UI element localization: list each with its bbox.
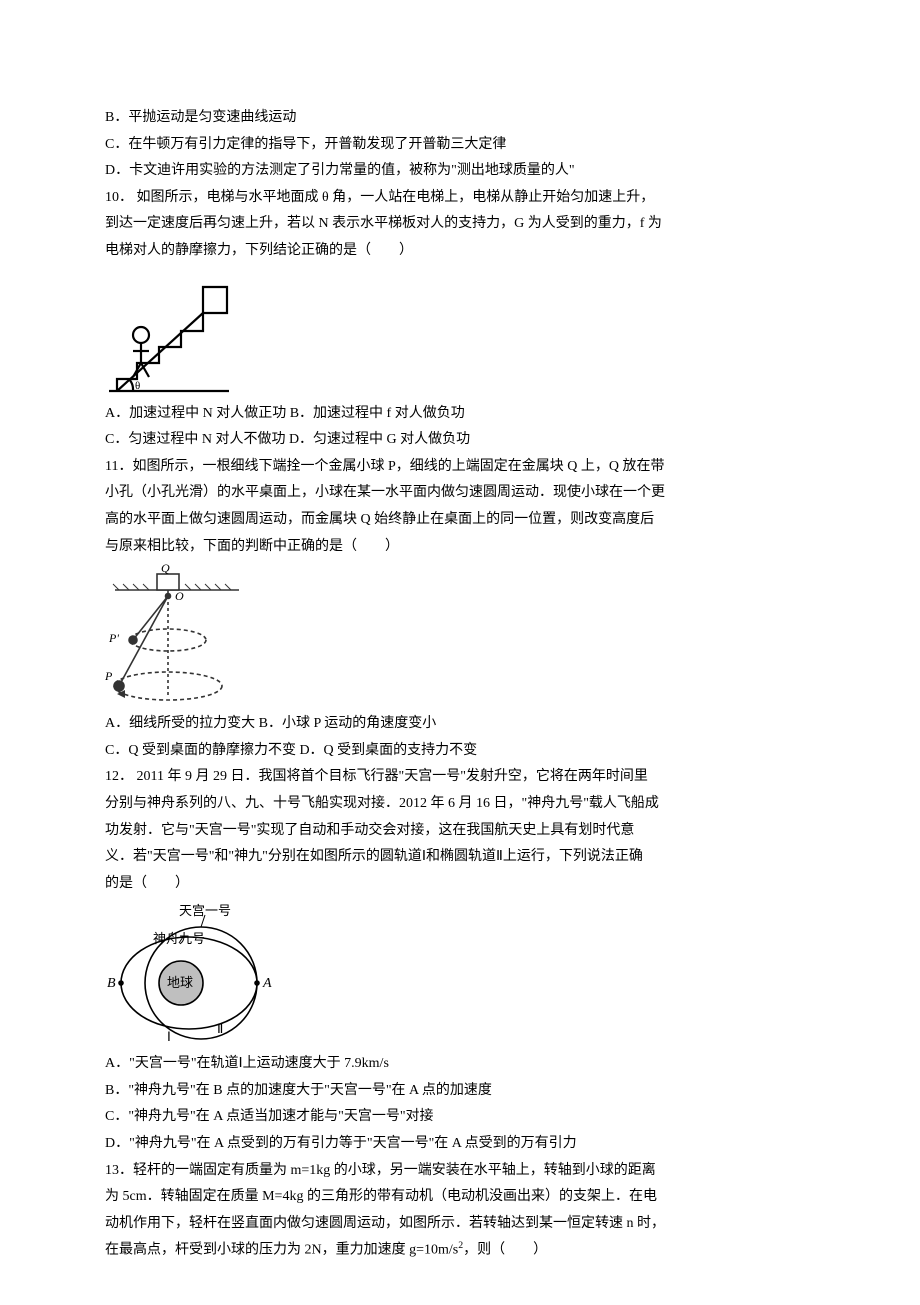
- q10-stem-1: 10． 如图所示，电梯与水平地面成 θ 角，一人站在电梯上，电梯从静止开始匀加速…: [105, 185, 815, 212]
- q12-stem-1: 12． 2011 年 9 月 29 日．我国将首个目标飞行器"天宫一号"发射升空…: [105, 764, 815, 791]
- q9-option-d: D．卡文迪许用实验的方法测定了引力常量的值，被称为"测出地球质量的人": [105, 158, 815, 185]
- q13-stem-3: 动机作用下，轻杆在竖直面内做匀速圆周运动，如图所示．若转轴达到某一恒定转速 n …: [105, 1211, 815, 1238]
- q13-stem-4-suffix: ，则（ ）: [463, 1243, 547, 1258]
- q13-stem-2: 为 5cm．转轴固定在质量 M=4kg 的三角形的带有动机（电动机没画出来）的支…: [105, 1184, 815, 1211]
- q11-option-ab: A．细线所受的拉力变大 B．小球 P 运动的角速度变小: [105, 711, 815, 738]
- q12-stem-4: 义．若"天宫一号"和"神九"分别在如图所示的圆轨道Ⅰ和椭圆轨道Ⅱ上运行，下列说法…: [105, 844, 815, 871]
- q12-option-b: B．"神舟九号"在 B 点的加速度大于"天宫一号"在 A 点的加速度: [105, 1078, 815, 1105]
- q11-stem-3: 高的水平面上做匀速圆周运动，而金属块 Q 始终静止在桌面上的同一位置，则改变高度…: [105, 507, 815, 534]
- q12-option-d: D．"神舟九号"在 A 点受到的万有引力等于"天宫一号"在 A 点受到的万有引力: [105, 1131, 815, 1158]
- q11-stem-4: 与原来相比较，下面的判断中正确的是（ ）: [105, 534, 815, 561]
- q11-figure: Q O P' P: [105, 564, 815, 707]
- q13-stem-4: 在最高点，杆受到小球的压力为 2N，重力加速度 g=10m/s2，则（ ）: [105, 1237, 815, 1264]
- q13-stem-4-prefix: 在最高点，杆受到小球的压力为 2N，重力加速度 g=10m/s: [105, 1243, 458, 1258]
- q10-figure: θ: [105, 269, 815, 397]
- q12-stem-2: 分别与神舟系列的八、九、十号飞船实现对接．2012 年 6 月 16 日，"神舟…: [105, 791, 815, 818]
- label-ii: Ⅱ: [217, 1021, 223, 1036]
- q12-stem-3: 功发射．它与"天宫一号"实现了自动和手动交会对接，这在我国航天史上具有划时代意: [105, 818, 815, 845]
- q10-option-cd: C．匀速过程中 N 对人不做功 D．匀速过程中 G 对人做负功: [105, 427, 815, 454]
- label-p-lower: P: [105, 669, 113, 683]
- label-p-upper: P': [108, 631, 119, 645]
- q10-stem-2: 到达一定速度后再匀速上升，若以 N 表示水平梯板对人的支持力，G 为人受到的重力…: [105, 211, 815, 238]
- q9-option-b: B．平抛运动是匀变速曲线运动: [105, 105, 815, 132]
- q12-option-c: C．"神舟九号"在 A 点适当加速才能与"天宫一号"对接: [105, 1104, 815, 1131]
- label-q: Q: [161, 564, 170, 575]
- label-a: A: [262, 976, 272, 991]
- q11-stem-1: 11．如图所示，一根细线下端拴一个金属小球 P，细线的上端固定在金属块 Q 上，…: [105, 454, 815, 481]
- page-content: B．平抛运动是匀变速曲线运动 C．在牛顿万有引力定律的指导下，开普勒发现了开普勒…: [0, 0, 920, 1305]
- label-b: B: [107, 976, 116, 991]
- label-o: O: [175, 589, 184, 603]
- label-earth: 地球: [167, 975, 193, 990]
- q10-option-ab: A．加速过程中 N 对人做正功 B．加速过程中 f 对人做负功: [105, 401, 815, 428]
- q13-stem-1: 13．轻杆的一端固定有质量为 m=1kg 的小球，另一端安装在水平轴上，转轴到小…: [105, 1158, 815, 1185]
- label-i: Ⅰ: [167, 1029, 171, 1044]
- angle-label: θ: [135, 380, 140, 392]
- q12-figure: 天宫一号 神舟九号 地球 A B Ⅰ Ⅱ: [105, 901, 815, 1047]
- q9-option-c: C．在牛顿万有引力定律的指导下，开普勒发现了开普勒三大定律: [105, 132, 815, 159]
- q10-stem-3: 电梯对人的静摩擦力，下列结论正确的是（ ）: [105, 238, 815, 265]
- q11-option-cd: C．Q 受到桌面的静摩擦力不变 D．Q 受到桌面的支持力不变: [105, 738, 815, 765]
- label-shenzhou: 神舟九号: [153, 931, 205, 946]
- q12-stem-5: 的是（ ）: [105, 871, 815, 898]
- q12-option-a: A．"天宫一号"在轨道Ⅰ上运动速度大于 7.9km/s: [105, 1051, 815, 1078]
- q11-stem-2: 小孔（小孔光滑）的水平桌面上，小球在某一水平面内做匀速圆周运动．现使小球在一个更: [105, 480, 815, 507]
